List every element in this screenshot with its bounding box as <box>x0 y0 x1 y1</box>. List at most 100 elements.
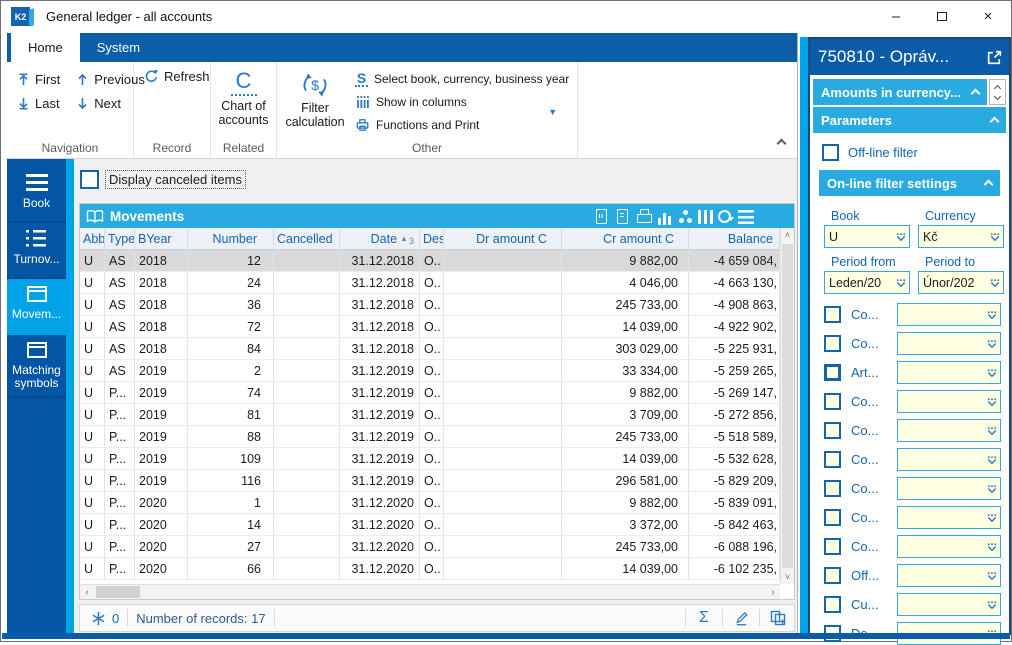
column-header[interactable]: Type <box>105 228 135 249</box>
horizontal-scrollbar[interactable]: ‹ › <box>80 584 780 599</box>
scroll-right-icon[interactable]: › <box>766 585 780 599</box>
filter-calculation-button[interactable]: $ Filter calculation <box>283 67 347 137</box>
table-row[interactable]: U AS 2018 72 31.12.2018 O.. 14 039,00 -4… <box>80 316 794 338</box>
scroll-up-icon[interactable]: ˄ <box>781 228 794 242</box>
amounts-section-header[interactable]: Amounts in currency... <box>813 79 987 105</box>
filter-checkbox[interactable] <box>824 480 841 497</box>
ribbon-collapse-button[interactable] <box>778 134 785 152</box>
table-row[interactable]: U AS 2018 24 31.12.2018 O.. 4 046,00 -4 … <box>80 272 794 294</box>
column-header[interactable]: Desc <box>420 228 444 249</box>
ribbon-tab[interactable]: System <box>80 33 157 62</box>
column-header[interactable]: Dr amount C <box>444 228 562 249</box>
spinner-down-icon[interactable] <box>994 92 1001 99</box>
sidebar-item[interactable]: Turnov... <box>7 223 66 279</box>
column-header[interactable]: Balance <box>689 228 780 249</box>
sidebar-item[interactable]: Movem... <box>7 279 66 335</box>
scroll-down-icon[interactable]: ˅ <box>781 570 794 584</box>
filter-checkbox[interactable] <box>824 509 841 526</box>
table-row[interactable]: U P... 2020 14 31.12.2020 O.. 3 372,00 -… <box>80 514 794 536</box>
show-in-columns-button[interactable]: Show in columns <box>351 90 573 113</box>
online-filter-section-header[interactable]: On-line filter settings <box>819 170 1000 196</box>
relations-icon[interactable] <box>677 208 694 225</box>
open-external-icon[interactable] <box>986 49 1003 66</box>
maximize-button[interactable] <box>919 2 965 32</box>
horizontal-scrollbar-thumb[interactable] <box>96 586 140 598</box>
report-document-icon[interactable] <box>614 208 631 225</box>
chart-icon[interactable] <box>656 208 673 225</box>
settings-gear-icon[interactable] <box>717 208 734 225</box>
menu-icon[interactable] <box>738 210 754 224</box>
column-header[interactable]: Abb <box>80 228 105 249</box>
offline-filter-checkbox[interactable] <box>822 144 839 161</box>
column-header[interactable]: Cancelled <box>274 228 340 249</box>
table-row[interactable]: U P... 2019 88 31.12.2019 O.. 245 733,00… <box>80 426 794 448</box>
parameters-section-header[interactable]: Parameters <box>813 107 1006 133</box>
edit-pencil-button[interactable] <box>731 611 751 626</box>
table-row[interactable]: U P... 2019 116 31.12.2019 O.. 296 581,0… <box>80 470 794 492</box>
chart-of-accounts-button[interactable]: C Chart of accounts <box>217 67 270 129</box>
select-book-button[interactable]: S Select book, currency, business year <box>351 67 573 90</box>
filter-combobox[interactable] <box>897 593 1001 616</box>
filter-checkbox[interactable] <box>824 393 841 410</box>
first-button[interactable]: First <box>13 67 64 91</box>
filter-combobox[interactable] <box>897 535 1001 558</box>
filter-combobox[interactable] <box>897 390 1001 413</box>
filter-combobox[interactable] <box>897 506 1001 529</box>
currency-combobox[interactable]: Kč <box>918 225 1004 248</box>
filter-combobox[interactable] <box>897 564 1001 587</box>
vertical-scrollbar-thumb[interactable] <box>782 244 793 568</box>
period-from-combobox[interactable]: Leden/20 <box>824 271 910 294</box>
print-icon[interactable] <box>635 208 652 225</box>
sidebar-item[interactable]: Book <box>7 167 66 223</box>
column-header[interactable]: Date ▲ 3 <box>340 228 420 249</box>
table-row[interactable]: U P... 2019 81 31.12.2019 O.. 3 709,00 -… <box>80 404 794 426</box>
chevron-down-icon[interactable]: ▼ <box>548 107 557 117</box>
table-row[interactable]: U P... 2020 66 31.12.2020 O.. 14 039,00 … <box>80 558 794 580</box>
filter-combobox[interactable] <box>897 361 1001 384</box>
filter-checkbox[interactable] <box>824 538 841 555</box>
filter-checkbox[interactable] <box>824 422 841 439</box>
period-to-combobox[interactable]: Únor/202 <box>918 271 1004 294</box>
minimize-button[interactable]: – <box>873 2 919 32</box>
filter-combobox[interactable] <box>897 332 1001 355</box>
table-row[interactable]: U P... 2019 74 31.12.2019 O.. 9 882,00 -… <box>80 382 794 404</box>
filter-combobox[interactable] <box>897 448 1001 471</box>
table-row[interactable]: U AS 2018 36 31.12.2018 O.. 245 733,00 -… <box>80 294 794 316</box>
table-row[interactable]: U P... 2019 109 31.12.2019 O.. 14 039,00… <box>80 448 794 470</box>
freeze-icon[interactable] <box>88 611 108 626</box>
sidebar-item[interactable]: Matching symbols <box>7 335 66 398</box>
filter-checkbox[interactable] <box>824 364 841 381</box>
table-row[interactable]: U AS 2018 12 31.12.2018 O.. 9 882,00 -4 … <box>80 250 794 272</box>
display-canceled-label[interactable]: Display canceled items <box>106 171 245 188</box>
refresh-button[interactable]: Refresh <box>140 67 214 86</box>
filter-checkbox[interactable] <box>824 567 841 584</box>
filter-combobox[interactable] <box>897 419 1001 442</box>
last-button[interactable]: Last <box>13 91 64 115</box>
table-row[interactable]: U P... 2020 27 31.12.2020 O.. 245 733,00… <box>80 536 794 558</box>
scroll-left-icon[interactable]: ‹ <box>80 585 94 599</box>
filter-checkbox[interactable] <box>824 596 841 613</box>
functions-and-print-button[interactable]: Functions and Print <box>351 113 573 136</box>
panel-splitter[interactable] <box>800 37 808 633</box>
display-canceled-checkbox[interactable] <box>80 170 99 189</box>
column-header[interactable]: BYear <box>135 228 188 249</box>
book-combobox[interactable]: U <box>824 225 910 248</box>
panel-scroll-spinner[interactable] <box>989 79 1006 105</box>
filter-checkbox[interactable] <box>824 451 841 468</box>
ribbon-tab[interactable]: Home <box>11 33 80 62</box>
filter-checkbox[interactable] <box>824 335 841 352</box>
table-row[interactable]: U AS 2019 2 31.12.2019 O.. 33 334,00 -5 … <box>80 360 794 382</box>
filter-checkbox[interactable] <box>824 306 841 323</box>
spinner-up-icon[interactable] <box>994 84 1001 91</box>
vertical-scrollbar[interactable]: ˄ ˅ <box>780 228 794 584</box>
column-header[interactable]: Number <box>188 228 274 249</box>
table-row[interactable]: U P... 2020 1 31.12.2020 O.. 9 882,00 -5… <box>80 492 794 514</box>
filter-combobox[interactable] <box>897 477 1001 500</box>
column-header[interactable]: Cr amount C <box>562 228 689 249</box>
table-row[interactable]: U AS 2018 84 31.12.2018 O.. 303 029,00 -… <box>80 338 794 360</box>
new-record-button[interactable] <box>768 610 788 626</box>
close-button[interactable]: × <box>965 2 1011 32</box>
sum-button[interactable]: Σ <box>694 609 714 627</box>
export-document-icon[interactable] <box>593 208 610 225</box>
columns-icon[interactable] <box>698 210 713 224</box>
